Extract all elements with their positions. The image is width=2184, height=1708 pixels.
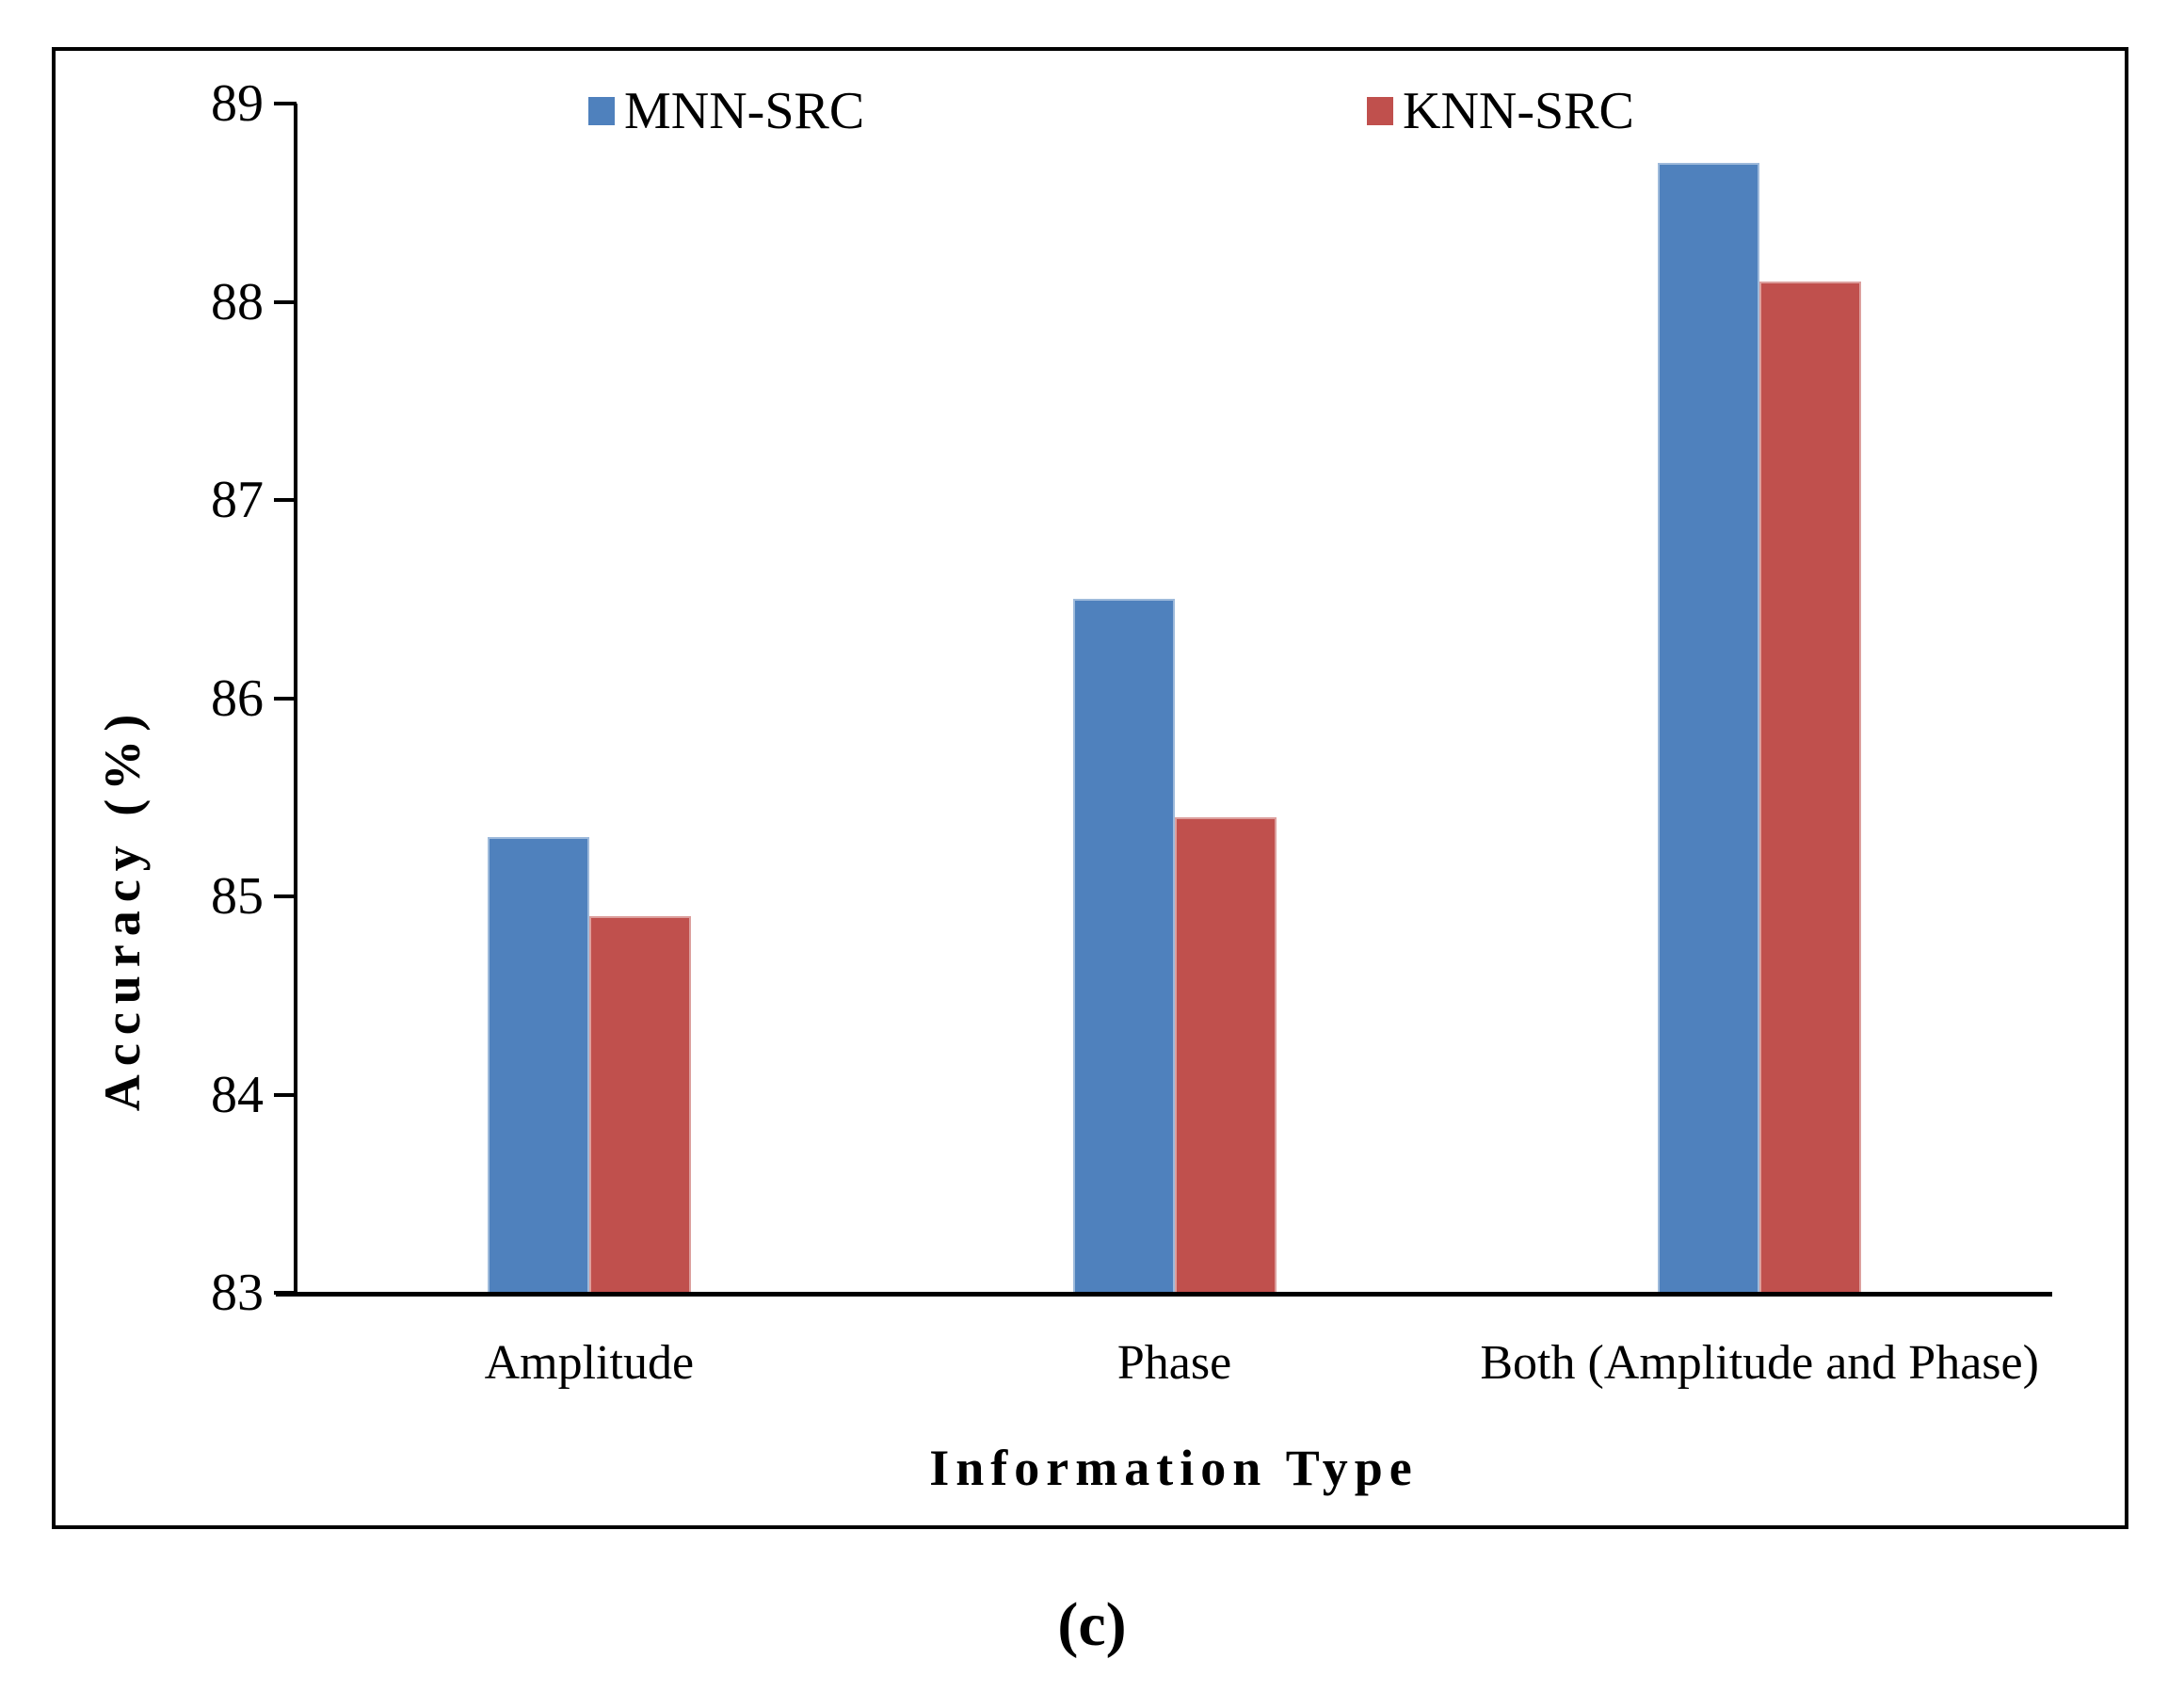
bar-knn-src-phase <box>1174 816 1277 1293</box>
y-axis-line <box>294 104 297 1297</box>
legend-item-mnn-src: MNN-SRC <box>588 82 865 140</box>
y-tick-label-86: 86 <box>211 669 264 728</box>
bar-knn-src-amplitude <box>588 916 691 1293</box>
y-tick-label-85: 85 <box>211 867 264 926</box>
legend-swatch-icon <box>588 97 615 125</box>
y-tick-mark-84 <box>274 1092 297 1097</box>
legend-label: KNN-SRC <box>1403 82 1634 140</box>
y-tick-mark-88 <box>274 299 297 304</box>
y-tick-mark-89 <box>274 102 297 105</box>
y-tick-mark-87 <box>274 498 297 502</box>
y-tick-label-84: 84 <box>211 1065 264 1124</box>
x-category-label-both-amplitude-and-phase: Both (Amplitude and Phase) <box>1480 1336 2039 1390</box>
bar-mnn-src-both-amplitude-and-phase <box>1658 163 1760 1293</box>
y-tick-label-89: 89 <box>211 74 264 133</box>
figure-caption: (c) <box>1057 1590 1127 1659</box>
y-tick-mark-86 <box>274 696 297 701</box>
x-axis-line <box>276 1292 2052 1297</box>
bar-mnn-src-amplitude <box>487 836 589 1293</box>
bar-knn-src-both-amplitude-and-phase <box>1759 282 1862 1293</box>
y-tick-label-87: 87 <box>211 471 264 529</box>
x-category-label-amplitude: Amplitude <box>484 1336 695 1390</box>
x-axis-title: Information Type <box>929 1440 1419 1496</box>
legend-label: MNN-SRC <box>624 82 865 140</box>
y-tick-mark-85 <box>274 894 297 898</box>
y-tick-label-83: 83 <box>211 1264 264 1322</box>
legend-swatch-icon <box>1367 97 1393 125</box>
legend-item-knn-src: KNN-SRC <box>1367 82 1634 140</box>
x-category-label-phase: Phase <box>1116 1336 1232 1390</box>
bar-mnn-src-phase <box>1072 599 1175 1293</box>
y-tick-label-88: 88 <box>211 272 264 331</box>
